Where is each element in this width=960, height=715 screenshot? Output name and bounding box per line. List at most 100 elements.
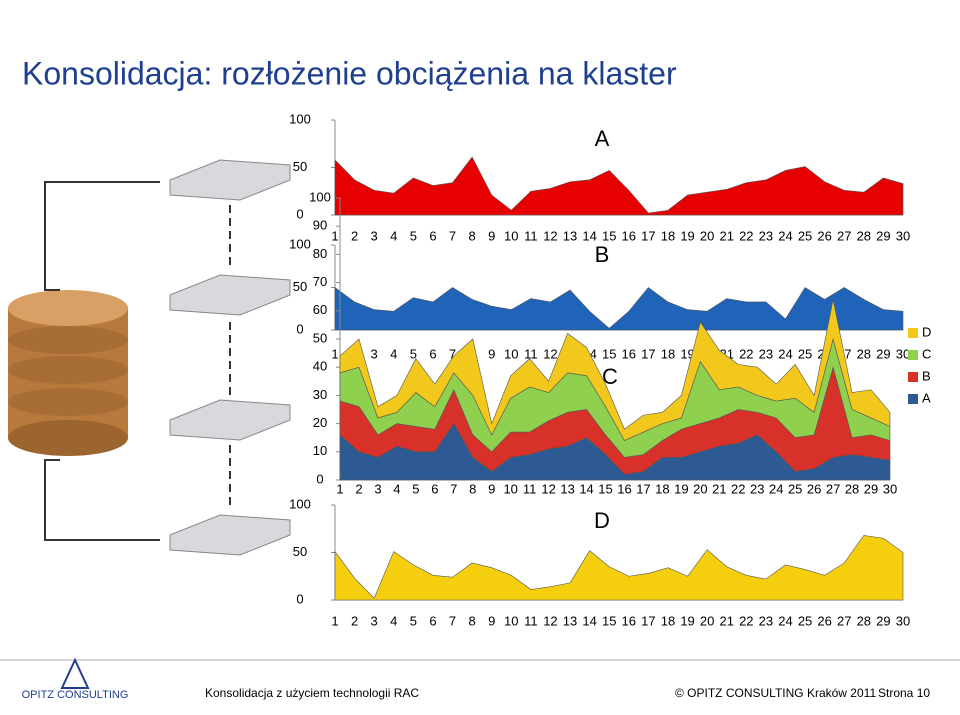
x-tick-label: 16 <box>622 613 636 628</box>
x-tick-label: 12 <box>543 346 557 361</box>
x-tick-label: 14 <box>582 228 596 243</box>
x-tick-label: 20 <box>693 481 707 496</box>
x-tick-label: 25 <box>798 228 812 243</box>
x-tick-label: 26 <box>817 613 831 628</box>
legend-label: B <box>922 368 931 383</box>
x-tick-label: 24 <box>778 228 792 243</box>
x-tick-label: 29 <box>876 613 890 628</box>
x-tick-label: 17 <box>641 228 655 243</box>
x-tick-label: 6 <box>429 613 436 628</box>
y-tick-label: 50 <box>313 330 327 345</box>
x-tick-label: 4 <box>390 346 397 361</box>
y-tick-label: 50 <box>293 159 307 174</box>
x-tick-label: 14 <box>582 613 596 628</box>
x-tick-label: 7 <box>450 481 457 496</box>
x-tick-label: 17 <box>641 346 655 361</box>
x-tick-label: 20 <box>700 613 714 628</box>
x-tick-label: 1 <box>331 228 338 243</box>
x-tick-label: 27 <box>826 481 840 496</box>
database <box>8 290 128 456</box>
x-tick-label: 21 <box>719 228 733 243</box>
area <box>334 156 904 216</box>
x-tick-label: 10 <box>503 481 517 496</box>
x-tick-label: 7 <box>449 228 456 243</box>
connectors <box>44 181 231 541</box>
x-tick-label: 11 <box>524 613 538 628</box>
x-tick-label: 9 <box>488 481 495 496</box>
y-tick-label: 0 <box>296 591 303 606</box>
x-tick-label: 11 <box>524 346 538 361</box>
x-tick-label: 3 <box>374 481 381 496</box>
y-tick-label: 40 <box>313 359 327 374</box>
legend-swatch <box>908 350 918 360</box>
footer-center: © OPITZ CONSULTING Kraków 2011 <box>675 686 876 700</box>
x-tick-label: 16 <box>622 228 636 243</box>
legend-swatch <box>908 372 918 382</box>
legend-label: A <box>922 390 931 405</box>
x-tick-label: 11 <box>524 228 538 243</box>
x-tick-label: 15 <box>602 346 616 361</box>
x-tick-label: 10 <box>504 613 518 628</box>
x-tick-label: 3 <box>371 346 378 361</box>
x-tick-label: 17 <box>641 613 655 628</box>
x-tick-label: 8 <box>469 481 476 496</box>
x-tick-label: 1 <box>331 613 338 628</box>
x-tick-label: 12 <box>543 613 557 628</box>
y-tick-label: 0 <box>296 206 303 221</box>
x-tick-label: 16 <box>622 346 636 361</box>
y-tick-label: 0 <box>296 321 303 336</box>
x-tick-label: 18 <box>655 481 669 496</box>
x-tick-label: 3 <box>371 613 378 628</box>
x-tick-label: 8 <box>468 228 475 243</box>
x-tick-label: 5 <box>412 481 419 496</box>
x-tick-label: 24 <box>769 481 783 496</box>
x-tick-label: 22 <box>739 346 753 361</box>
chart-title: D <box>594 508 610 533</box>
area <box>334 286 904 331</box>
x-tick-label: 29 <box>864 481 878 496</box>
servers <box>169 159 291 556</box>
x-tick-label: 23 <box>759 346 773 361</box>
x-tick-label: 1 <box>336 481 343 496</box>
legend-label: C <box>922 346 931 361</box>
logo-text: OPITZ CONSULTING <box>22 689 129 701</box>
y-tick-label: 50 <box>293 279 307 294</box>
legend-swatch <box>908 394 918 404</box>
y-tick-label: 100 <box>289 111 311 126</box>
y-tick-label: 0 <box>316 471 323 486</box>
x-tick-label: 30 <box>896 228 910 243</box>
x-tick-label: 6 <box>429 228 436 243</box>
x-tick-label: 28 <box>857 228 871 243</box>
x-tick-label: 12 <box>541 481 555 496</box>
x-tick-label: 10 <box>504 228 518 243</box>
y-tick-label: 60 <box>313 302 327 317</box>
x-tick-label: 18 <box>661 228 675 243</box>
x-tick-label: 1 <box>331 346 338 361</box>
x-tick-label: 2 <box>355 481 362 496</box>
logo: OPITZ CONSULTING <box>22 657 129 701</box>
legend-label: D <box>922 324 931 339</box>
y-tick-label: 80 <box>313 246 327 261</box>
x-tick-label: 27 <box>837 613 851 628</box>
x-tick-label: 9 <box>488 613 495 628</box>
x-tick-label: 25 <box>788 481 802 496</box>
x-tick-label: 24 <box>778 346 792 361</box>
x-tick-label: 21 <box>719 613 733 628</box>
y-tick-label: 30 <box>313 387 327 402</box>
x-tick-label: 22 <box>731 481 745 496</box>
x-tick-label: 26 <box>817 228 831 243</box>
x-tick-label: 13 <box>563 228 577 243</box>
y-tick-label: 100 <box>289 496 311 511</box>
area <box>334 535 904 601</box>
x-tick-label: 19 <box>680 613 694 628</box>
x-tick-label: 19 <box>674 481 688 496</box>
x-tick-label: 12 <box>543 228 557 243</box>
x-tick-label: 23 <box>759 613 773 628</box>
x-tick-label: 30 <box>896 613 910 628</box>
x-tick-label: 5 <box>410 613 417 628</box>
x-tick-label: 24 <box>778 613 792 628</box>
x-tick-label: 13 <box>560 481 574 496</box>
x-tick-label: 28 <box>857 613 871 628</box>
x-tick-label: 23 <box>759 228 773 243</box>
